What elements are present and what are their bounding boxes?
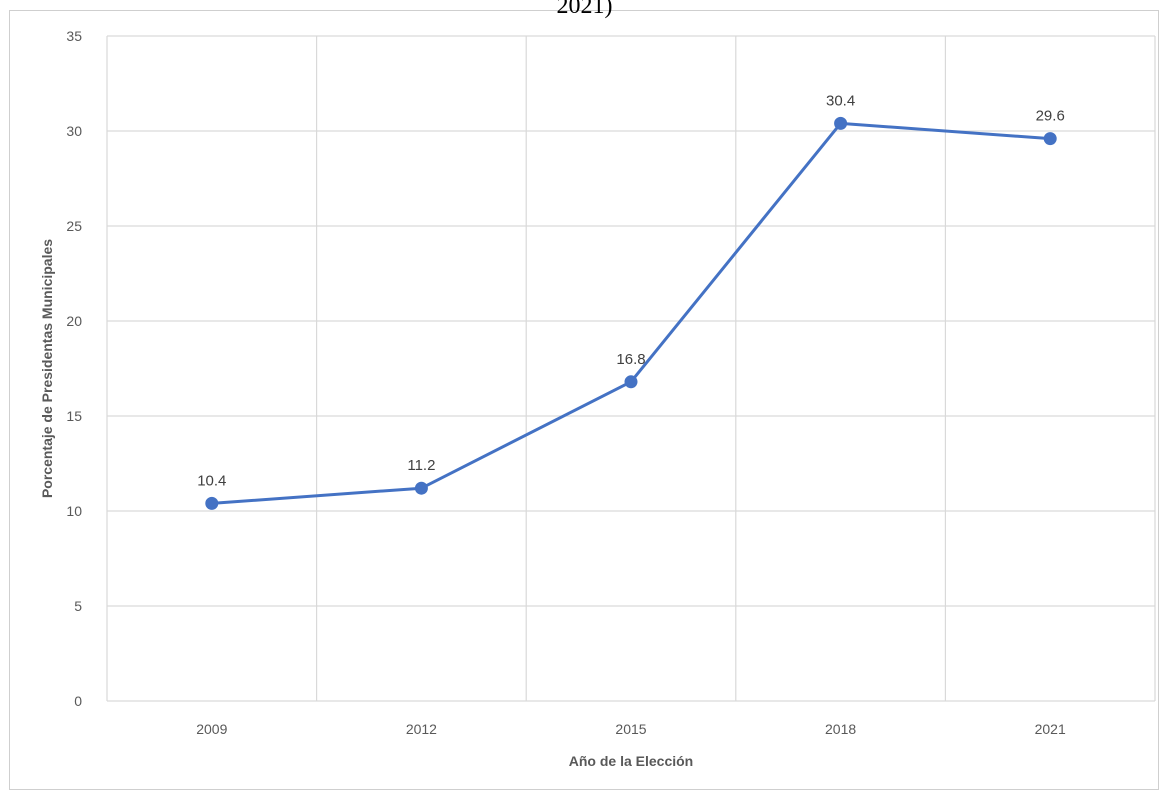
data-point: [624, 375, 638, 389]
y-tick-label: 10: [66, 503, 82, 519]
chart-frame: [9, 10, 1159, 790]
data-point: [205, 496, 219, 510]
x-tick-label: 2009: [196, 721, 227, 737]
x-tick-label: 2012: [406, 721, 437, 737]
data-label: 11.2: [407, 457, 435, 474]
series-group: [205, 116, 1057, 510]
series-line: [211, 121, 1051, 505]
data-point: [1043, 132, 1057, 146]
y-tick-label: 15: [66, 408, 82, 424]
x-axis-ticks: 2009 2012 2015 2018 2021: [196, 721, 1066, 737]
data-point: [834, 116, 848, 130]
x-axis-title: Año de la Elección: [569, 753, 693, 769]
x-tick-label: 2015: [615, 721, 646, 737]
y-axis-title: Porcentaje de Presidentas Municipales: [39, 239, 55, 498]
y-tick-label: 20: [66, 313, 82, 329]
y-tick-label: 5: [74, 598, 82, 614]
gridlines: [106, 35, 1156, 702]
x-tick-label: 2018: [825, 721, 856, 737]
x-tick-label: 2021: [1035, 721, 1066, 737]
data-point: [414, 481, 428, 495]
data-labels: 10.4 11.2 16.8 30.4 29.6: [197, 92, 1065, 489]
data-label: 16.8: [616, 351, 645, 368]
y-tick-label: 30: [66, 123, 82, 139]
y-tick-label: 0: [74, 693, 82, 709]
y-tick-label: 25: [66, 218, 82, 234]
data-label: 30.4: [826, 92, 855, 109]
chart-title-fragment: 2021): [556, 0, 613, 19]
data-label: 29.6: [1036, 108, 1065, 125]
data-label: 10.4: [197, 472, 226, 489]
y-axis-ticks: 0 5 10 15 20 25 30 35: [66, 28, 82, 709]
y-tick-label: 35: [66, 28, 82, 44]
